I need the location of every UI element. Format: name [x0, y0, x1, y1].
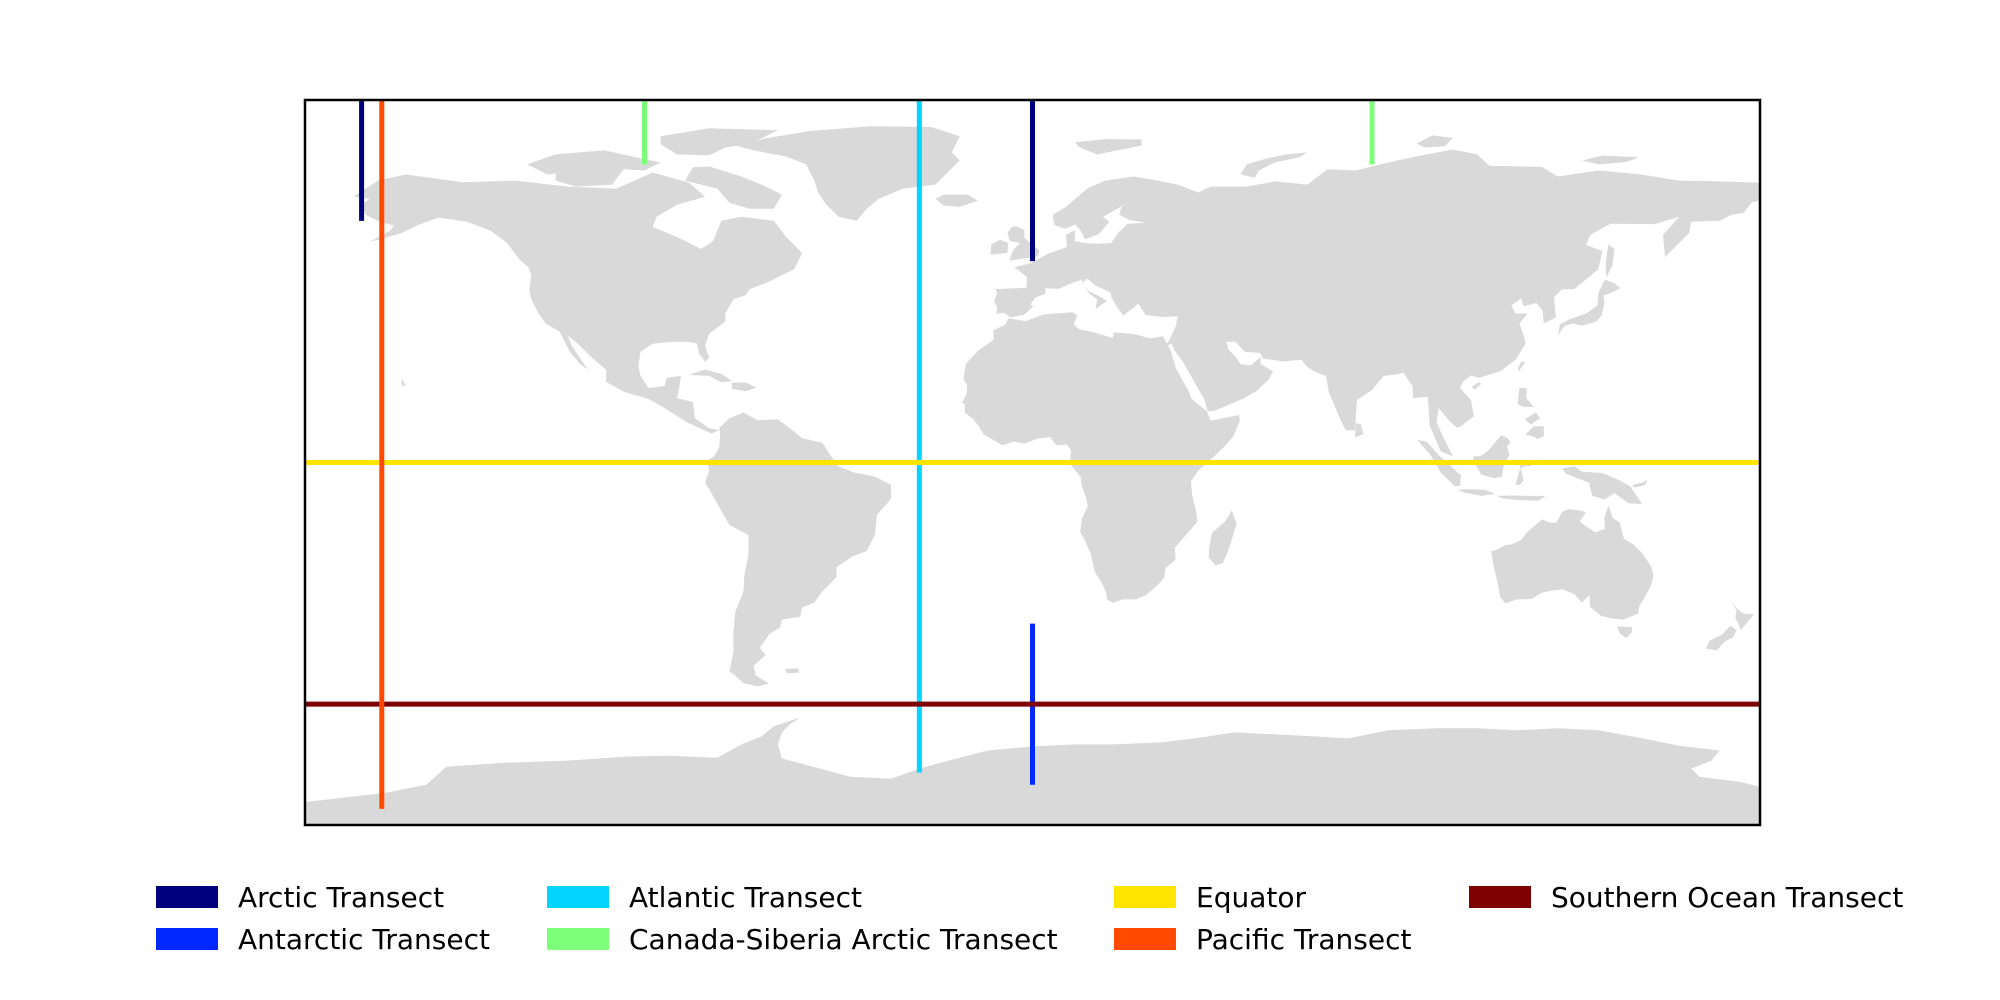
legend-label: Pacific Transect [1196, 922, 1412, 956]
novaya-zemlya-landmass [1240, 152, 1308, 178]
baffin-island-landmass [684, 166, 782, 209]
luzon-landmass [1517, 388, 1534, 407]
legend-label: Arctic Transect [238, 880, 445, 914]
sri-lanka-landmass [1355, 423, 1364, 438]
legend-item: Equator [1114, 877, 1306, 917]
legend-label: Equator [1196, 880, 1306, 914]
australia-landmass [1491, 505, 1654, 620]
legend-swatch [547, 928, 609, 950]
severnaya-zemlya-landmass [1416, 135, 1453, 148]
map-frame [303, 98, 1762, 827]
lesser-sunda-islands-landmass [1497, 495, 1546, 501]
svalbard-landmass [1074, 139, 1142, 155]
legend-label: Southern Ocean Transect [1551, 880, 1904, 914]
taiwan-landmass [1517, 361, 1526, 372]
greenland-landmass [737, 126, 960, 221]
victoria-island-landmass [555, 166, 625, 187]
transect-lines [305, 100, 1760, 809]
legend: Arctic Transect Antarctic Transect Atlan… [150, 875, 2000, 975]
legend-swatch [547, 886, 609, 908]
borneo-landmass [1473, 435, 1511, 479]
mindanao-landmass [1525, 426, 1544, 440]
visayas-landmass [1524, 412, 1541, 425]
land-masses [305, 126, 1760, 825]
legend-item: Pacific Transect [1114, 919, 1411, 959]
legend-swatch [1114, 886, 1176, 908]
eurasia-landmass [994, 149, 1760, 457]
tierra-del-fuego-landmass [733, 674, 769, 687]
legend-item: Arctic Transect [156, 877, 444, 917]
iceland-landmass [935, 194, 978, 207]
legend-item: Atlantic Transect [547, 877, 862, 917]
legend-label: Canada-Siberia Arctic Transect [629, 922, 1058, 956]
legend-item: Southern Ocean Transect [1469, 877, 1903, 917]
legend-swatch [1469, 886, 1531, 908]
new-britain-landmass [1631, 479, 1648, 488]
new-zealand-north-landmass [1730, 601, 1754, 631]
new-guinea-landmass [1562, 466, 1642, 504]
madagascar-landmass [1208, 510, 1237, 566]
sakhalin-landmass [1605, 244, 1615, 278]
legend-swatch [156, 928, 218, 950]
new-zealand-south-landmass [1705, 625, 1737, 651]
legend-item: Canada-Siberia Arctic Transect [547, 919, 1058, 959]
africa-landmass [961, 312, 1240, 603]
legend-label: Antarctic Transect [238, 922, 490, 956]
north-america-landmass [353, 172, 803, 434]
ireland-landmass [990, 239, 1009, 255]
legend-swatch [1114, 928, 1176, 950]
hispaniola-landmass [731, 382, 757, 392]
tasmania-landmass [1617, 626, 1632, 639]
cuba-landmass [689, 369, 733, 383]
south-america-landmass [705, 412, 891, 680]
new-siberian-islands-landmass [1582, 155, 1639, 165]
legend-item: Antarctic Transect [156, 919, 490, 959]
legend-label: Atlantic Transect [629, 880, 862, 914]
hawaii-landmass [401, 379, 406, 386]
hainan-landmass [1471, 381, 1482, 390]
java-landmass [1457, 489, 1496, 496]
falkland-islands-landmass [785, 668, 799, 674]
arctic-archipelago-landmass [527, 150, 661, 175]
legend-swatch [156, 886, 218, 908]
japan-landmass [1557, 279, 1621, 336]
ellesmere-island-landmass [660, 128, 778, 156]
